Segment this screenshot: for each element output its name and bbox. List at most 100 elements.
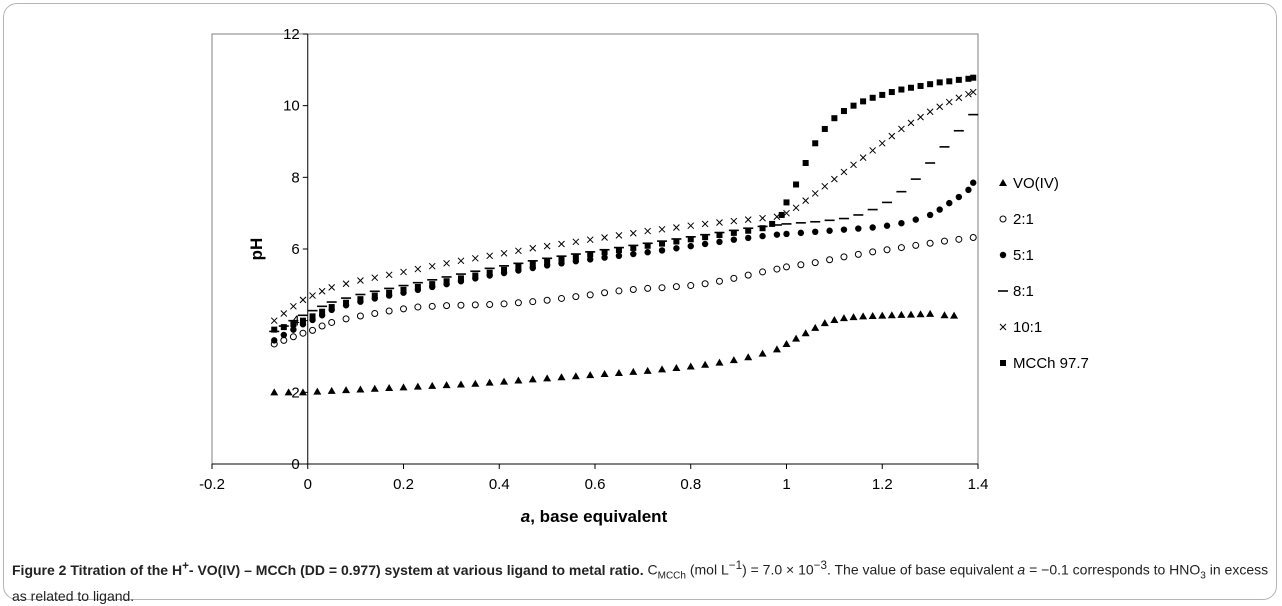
x-tick-label: 0 xyxy=(304,476,312,493)
data-point xyxy=(687,242,694,250)
data-point xyxy=(965,90,972,98)
cross-stroke xyxy=(529,244,537,252)
data-point xyxy=(280,336,288,344)
data-point xyxy=(730,217,738,225)
data-point xyxy=(950,311,959,319)
data-point xyxy=(965,75,972,82)
cross-stroke xyxy=(945,98,953,106)
cross-stroke xyxy=(936,103,944,111)
cross-stroke xyxy=(878,139,886,147)
data-point xyxy=(758,349,767,357)
data-point xyxy=(687,282,695,290)
data-point xyxy=(485,378,494,386)
data-point xyxy=(543,296,551,304)
data-point xyxy=(414,283,421,290)
series-0 xyxy=(270,309,959,396)
cross-stroke xyxy=(280,310,288,317)
cross-stroke xyxy=(515,247,522,255)
data-point xyxy=(940,311,949,319)
data-point xyxy=(586,291,594,299)
data-point xyxy=(969,88,977,96)
data-point xyxy=(327,386,336,394)
data-point xyxy=(601,234,608,241)
data-point xyxy=(385,271,393,279)
data-point xyxy=(290,302,297,310)
data-point xyxy=(801,329,810,337)
data-point xyxy=(630,250,637,258)
data-point xyxy=(357,277,364,284)
legend-marker xyxy=(999,215,1007,223)
data-point xyxy=(571,372,580,380)
data-point xyxy=(299,329,307,337)
cross-stroke xyxy=(270,317,278,325)
x-tick-label: 0.6 xyxy=(585,476,606,493)
cross-stroke xyxy=(486,252,494,260)
data-point xyxy=(917,82,924,89)
data-point xyxy=(715,277,723,285)
legend-marker xyxy=(999,323,1007,331)
data-point xyxy=(797,229,805,237)
data-point xyxy=(888,132,896,140)
data-point xyxy=(839,314,848,322)
data-point xyxy=(759,225,766,232)
data-point xyxy=(744,353,753,361)
data-point xyxy=(343,299,350,306)
axes-group xyxy=(211,33,979,469)
cross-stroke xyxy=(792,204,800,212)
data-point xyxy=(715,358,724,366)
data-point xyxy=(386,289,393,296)
data-point xyxy=(328,283,336,291)
data-point xyxy=(854,250,862,258)
y-tick-label: 0 xyxy=(291,456,299,473)
cross-stroke xyxy=(888,132,896,140)
cross-stroke xyxy=(428,262,436,270)
data-point xyxy=(955,76,962,83)
data-point xyxy=(280,324,287,331)
caption-c-label: C xyxy=(643,561,658,578)
cross-stroke xyxy=(385,271,393,279)
cross-stroke xyxy=(615,232,623,239)
cross-stroke xyxy=(840,168,848,176)
tick-labels-group: -0.200.20.40.60.811.21.4024681012 xyxy=(199,26,988,493)
data-point xyxy=(471,254,479,262)
data-point xyxy=(298,388,307,396)
data-point xyxy=(630,244,637,251)
x-tick-label: 1 xyxy=(782,476,790,493)
y-axis-label: pH xyxy=(247,238,266,261)
data-point xyxy=(429,281,436,288)
data-point xyxy=(831,175,838,183)
cross-stroke xyxy=(730,217,738,225)
data-point xyxy=(869,94,876,101)
data-point xyxy=(371,274,379,282)
data-point xyxy=(515,263,522,270)
cross-stroke xyxy=(821,182,829,190)
cross-stroke xyxy=(629,229,637,237)
data-point xyxy=(644,227,652,235)
y-tick-label: 6 xyxy=(291,241,299,258)
data-point xyxy=(543,374,552,382)
data-point xyxy=(558,256,565,263)
legend: VO(IV) 2:1 5:1 8:1 10:1 MCCh 97.7 xyxy=(998,175,1089,372)
cross-stroke xyxy=(802,197,810,204)
cross-stroke xyxy=(500,249,508,257)
data-point xyxy=(658,365,667,373)
legend-label: VO(IV) xyxy=(1013,175,1059,192)
data-point xyxy=(443,302,451,310)
cross-stroke xyxy=(309,292,316,299)
data-point xyxy=(840,168,848,176)
titration-chart: -0.200.20.40.60.811.21.4024681012 VO(IV)… xyxy=(199,26,1089,526)
data-point xyxy=(428,381,437,389)
data-point xyxy=(587,251,594,258)
data-point xyxy=(529,261,536,268)
data-point xyxy=(471,301,479,309)
data-point xyxy=(615,252,623,260)
data-point xyxy=(869,147,877,154)
data-point xyxy=(270,317,278,325)
cross-stroke xyxy=(357,277,364,284)
data-point xyxy=(811,190,819,197)
data-point xyxy=(878,311,887,319)
data-point xyxy=(730,229,737,236)
data-point xyxy=(769,220,776,227)
data-point xyxy=(456,380,465,388)
legend-label: MCCh 97.7 xyxy=(1013,355,1089,372)
